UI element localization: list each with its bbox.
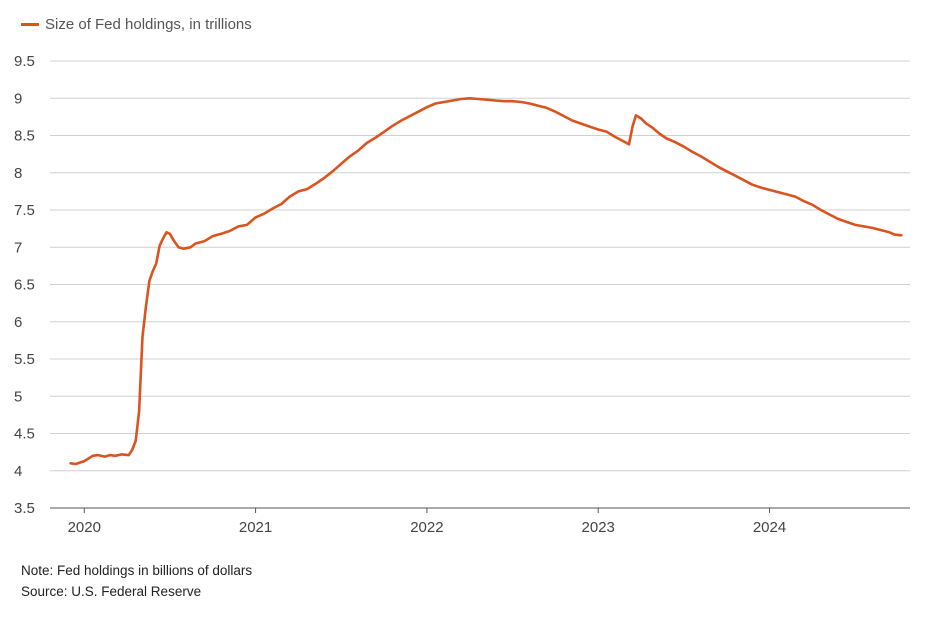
y-tick-label: 6 (14, 314, 22, 331)
x-tick-label: 2024 (753, 519, 786, 536)
footer-source: Source: U.S. Federal Reserve (21, 584, 202, 599)
legend: Size of Fed holdings, in trillions (21, 16, 252, 33)
legend-swatch (21, 23, 39, 26)
y-tick-label: 9 (14, 90, 22, 107)
y-tick-label: 5 (14, 388, 22, 405)
y-tick-label: 8 (14, 165, 22, 182)
x-tick-label: 2021 (239, 519, 272, 536)
series-line-fed-holdings (69, 97, 903, 466)
y-tick-label: 5.5 (14, 351, 35, 368)
y-tick-label: 4.5 (14, 426, 35, 443)
y-tick-label: 4 (14, 463, 22, 480)
y-tick-label: 3.5 (14, 500, 35, 517)
y-tick-label: 8.5 (14, 128, 35, 145)
y-tick-label: 6.5 (14, 277, 35, 294)
y-tick-label: 7 (14, 239, 22, 256)
x-tick-label: 2022 (410, 519, 443, 536)
x-tick-label: 2023 (582, 519, 615, 536)
y-tick-label: 7.5 (14, 202, 35, 219)
footer-note: Note: Fed holdings in billions of dollar… (21, 563, 253, 578)
legend-label: Size of Fed holdings, in trillions (45, 16, 252, 33)
x-tick-label: 2020 (68, 519, 101, 536)
y-tick-label: 9.5 (14, 53, 35, 70)
